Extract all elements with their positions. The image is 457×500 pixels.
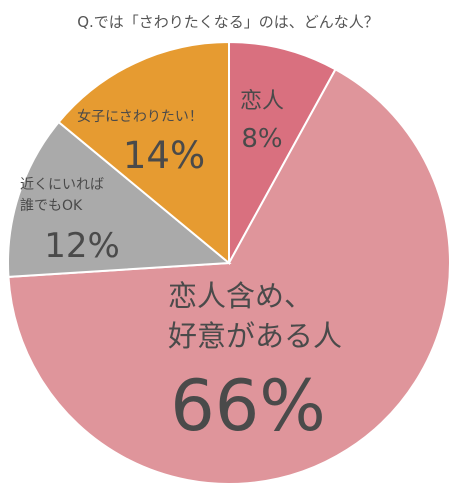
slice-joshi (57, 40, 230, 266)
chart-title: Q.では「さわりたくなる」のは、どんな人？ (77, 13, 379, 31)
slice-label-joshi: 女子にさわりたい！ (77, 108, 203, 125)
slice-value-koui: 66% (170, 365, 326, 447)
slice-label-koui-line1: 恋人含め、 (168, 279, 313, 313)
slice-label-chikaku-line2: 誰でもOK (20, 198, 83, 214)
pie-slices (7, 40, 452, 486)
slice-value-chikaku: 12% (44, 226, 120, 266)
slice-chikaku (7, 120, 232, 278)
slice-value-joshi: 14% (123, 134, 205, 177)
slice-label-chikaku-line1: 近くにいれば (20, 177, 104, 193)
slice-label-koibito: 恋人 (240, 89, 284, 114)
slice-koibito (228, 40, 337, 264)
slice-koui (7, 67, 452, 486)
slice-label-koui-line2: 好意がある人 (168, 319, 342, 353)
slice-value-koibito: 8% (241, 124, 282, 154)
